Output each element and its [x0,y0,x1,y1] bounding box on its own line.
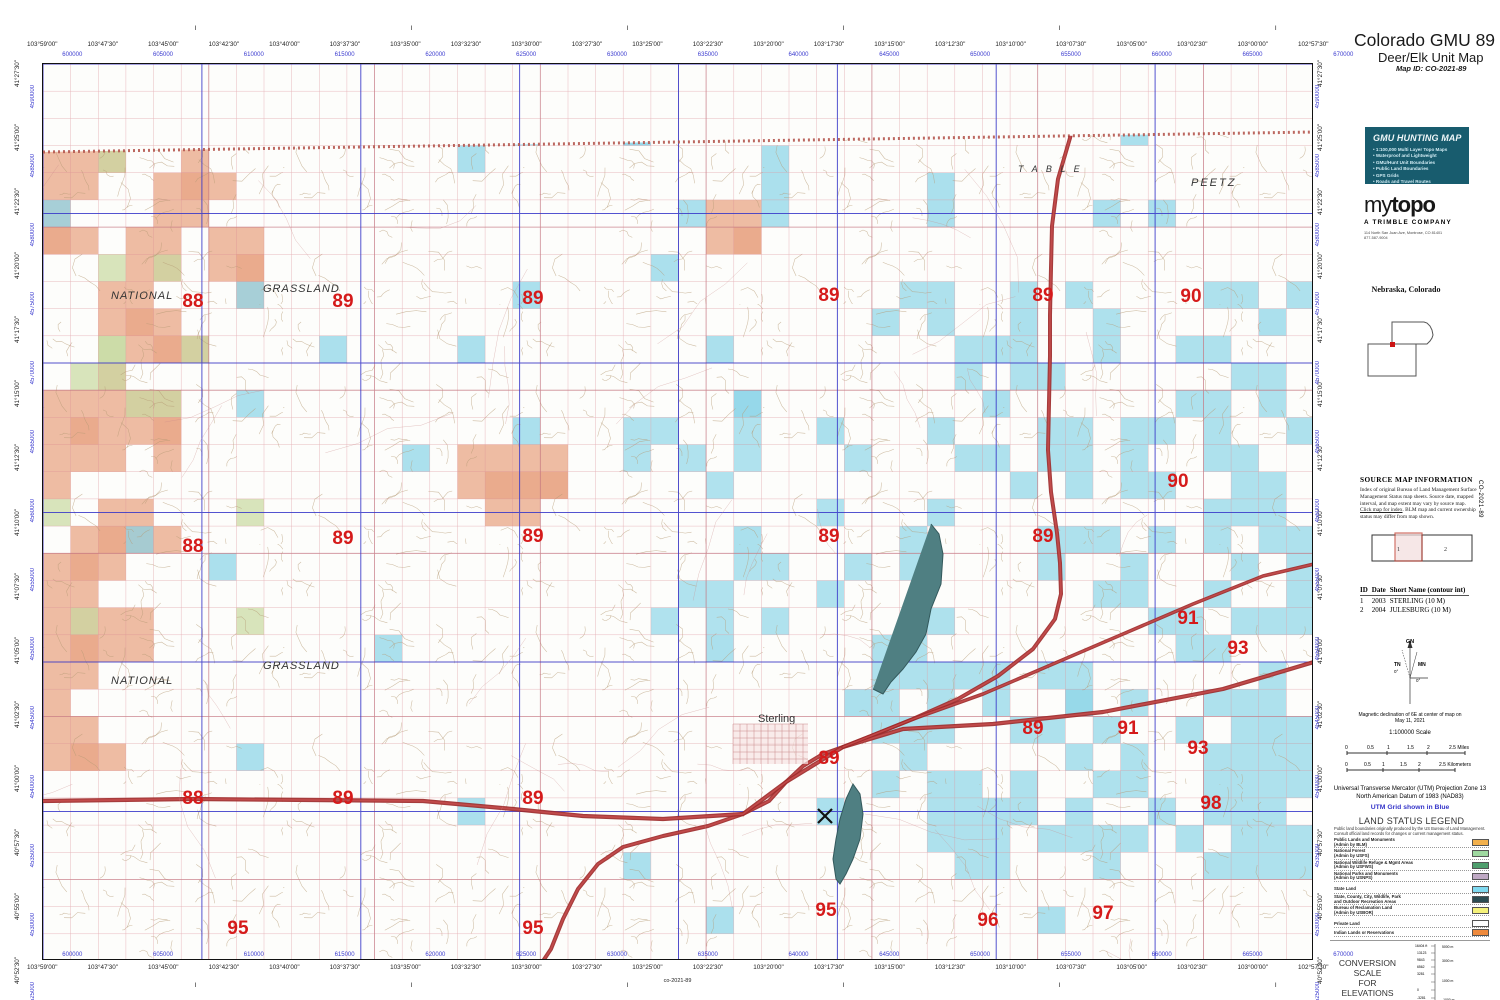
svg-text:16404 ft: 16404 ft [1415,944,1427,948]
svg-text:NATIONAL: NATIONAL [111,290,173,302]
svg-text:2: 2 [1427,745,1430,751]
svg-text:91: 91 [1117,718,1139,739]
svg-text:2: 2 [1418,762,1421,768]
svg-text:5000 m: 5000 m [1442,945,1453,949]
svg-text:1000 m: 1000 m [1442,979,1453,983]
svg-text:T A B L E: T A B L E [1018,164,1083,174]
svg-text:97: 97 [1092,903,1113,924]
svg-text:91: 91 [1177,608,1199,629]
svg-text:PEETZ: PEETZ [1191,177,1236,189]
svg-text:90: 90 [1180,286,1201,307]
svg-text:89: 89 [818,748,839,769]
svg-text:89: 89 [332,528,353,549]
svg-text:MN: MN [1418,662,1426,668]
svg-text:89: 89 [1032,285,1053,306]
svg-text:1.5: 1.5 [1407,745,1414,751]
svg-text:0: 0 [1417,988,1419,992]
svg-text:13123: 13123 [1417,951,1427,955]
svg-text:89: 89 [818,285,839,306]
svg-text:89: 89 [1032,526,1053,547]
svg-text:89: 89 [818,526,839,547]
svg-text:2.5 Miles: 2.5 Miles [1449,745,1470,751]
svg-text:GRASSLAND: GRASSLAND [263,660,340,672]
svg-text:88: 88 [182,291,203,312]
svg-text:0.5: 0.5 [1367,745,1374,751]
svg-text:0.5: 0.5 [1364,762,1371,768]
svg-text:90: 90 [1167,471,1188,492]
svg-text:2: 2 [1444,547,1447,553]
svg-text:89: 89 [522,526,543,547]
svg-text:1: 1 [1382,762,1385,768]
svg-text:93: 93 [1187,738,1208,759]
svg-text:GRASSLAND: GRASSLAND [263,283,340,295]
svg-text:0°: 0° [1394,669,1399,674]
svg-text:89: 89 [522,288,543,309]
svg-text:96: 96 [977,910,998,931]
svg-text:93: 93 [1227,638,1248,659]
svg-text:88: 88 [182,788,203,809]
svg-text:3000 m: 3000 m [1442,959,1453,963]
svg-text:2.5 Kilometers: 2.5 Kilometers [1439,762,1471,768]
svg-text:89: 89 [522,788,543,809]
svg-text:89: 89 [332,788,353,809]
svg-text:3281: 3281 [1417,972,1425,976]
svg-text:Sterling: Sterling [758,713,795,725]
svg-text:9843: 9843 [1417,958,1425,962]
svg-text:NATIONAL: NATIONAL [111,675,173,687]
svg-text:0: 0 [1345,745,1348,751]
svg-text:6562: 6562 [1417,965,1425,969]
svg-text:95: 95 [227,918,249,939]
svg-text:88: 88 [182,536,203,557]
svg-text:95: 95 [815,900,837,921]
svg-text:95: 95 [522,918,544,939]
svg-text:-3281: -3281 [1417,996,1426,1000]
svg-text:GN: GN [1406,639,1414,645]
svg-text:89: 89 [1022,718,1043,739]
svg-text:0°: 0° [1416,678,1421,683]
svg-text:0: 0 [1345,762,1348,768]
svg-text:98: 98 [1200,793,1221,814]
svg-text:TN: TN [1394,662,1401,668]
svg-text:1: 1 [1397,547,1400,553]
svg-text:1.5: 1.5 [1400,762,1407,768]
svg-text:1: 1 [1387,745,1390,751]
